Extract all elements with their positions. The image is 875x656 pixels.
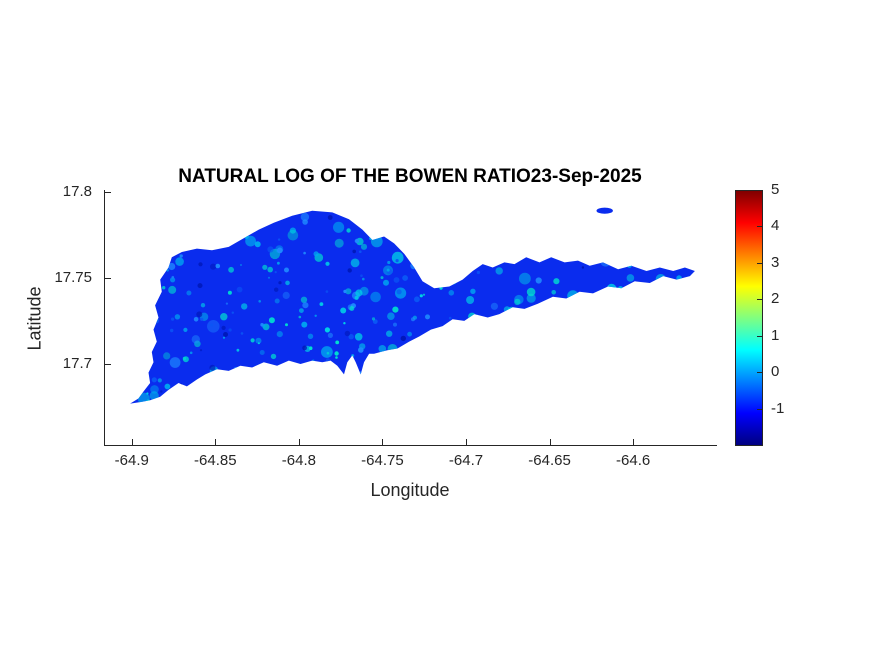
colorbar-tick-mark [757, 262, 762, 264]
colorbar-tick-mark [757, 335, 762, 337]
colorbar-tick-label: -1 [771, 399, 785, 417]
x-tick-label: -64.6 [616, 452, 651, 469]
island-map [130, 207, 695, 404]
x-axis-label: Longitude [370, 480, 450, 500]
colorbar-tick-mark [757, 226, 762, 228]
x-tick-mark [215, 439, 217, 445]
colorbar-tick-label: 4 [771, 217, 780, 235]
x-tick-label: -64.8 [281, 452, 316, 469]
islet-raster [596, 207, 613, 214]
x-tick-mark [298, 439, 300, 445]
x-tick-mark [382, 439, 384, 445]
colorbar-tick-label: 5 [771, 181, 780, 198]
y-tick-mark [105, 191, 111, 193]
colorbar-tick-mark [757, 299, 762, 301]
x-tick-mark [549, 439, 551, 445]
x-tick-label: -64.9 [114, 452, 149, 469]
y-axis-line [104, 190, 105, 446]
colorbar-tick-label: 3 [771, 253, 780, 271]
colorbar-tick-label: 2 [771, 290, 780, 308]
x-tick-mark [131, 439, 133, 445]
island-raster-base [130, 210, 695, 404]
x-tick-label: -64.7 [448, 452, 484, 469]
colorbar [735, 190, 763, 446]
y-tick-label: 17.75 [54, 268, 92, 286]
y-tick-mark [105, 364, 111, 366]
y-tick-mark [105, 277, 111, 279]
colorbar-tick-mark [757, 408, 762, 410]
chart-title: NATURAL LOG OF THE BOWEN RATIO23-Sep-202… [178, 166, 642, 187]
map-plot-area [105, 190, 715, 445]
x-tick-mark [633, 439, 635, 445]
colorbar-tick-label: 0 [771, 363, 780, 381]
y-tick-label: 17.7 [62, 355, 92, 373]
x-tick-mark [465, 439, 467, 445]
x-tick-label: -64.65 [528, 452, 571, 469]
colorbar-gradient [736, 191, 762, 445]
x-axis-line [104, 445, 717, 446]
colorbar-tick-mark [757, 190, 762, 191]
x-tick-label: -64.85 [194, 452, 237, 469]
colorbar-tick-mark [757, 372, 762, 374]
x-tick-label: -64.75 [361, 452, 404, 469]
y-tick-label: 17.8 [62, 182, 92, 200]
colorbar-tick-label: 1 [771, 326, 780, 344]
